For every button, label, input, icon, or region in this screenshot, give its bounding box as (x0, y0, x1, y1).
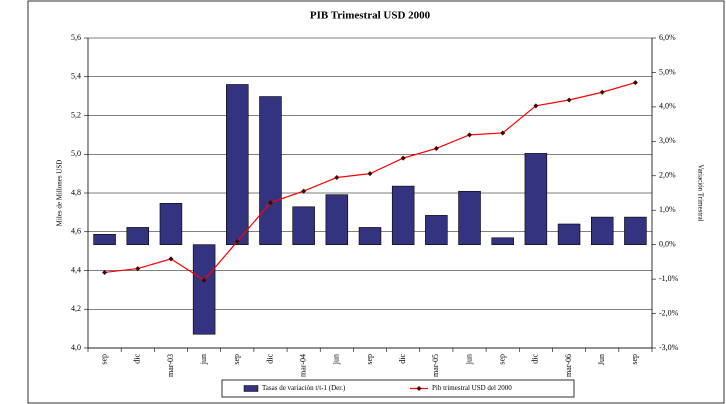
line-marker (433, 145, 439, 151)
y2-tick-label: 4,0% (659, 102, 676, 111)
line-marker (267, 200, 273, 206)
y-tick-label: 5,2 (71, 110, 81, 119)
y2-tick-label: 0,0% (659, 239, 676, 248)
bar (491, 237, 514, 245)
legend-box (221, 379, 575, 398)
x-tick-label: dic (398, 354, 407, 364)
bar (590, 216, 614, 245)
bar (325, 194, 349, 245)
bar (259, 96, 282, 245)
x-tick-label: jun (199, 354, 208, 365)
line (104, 81, 636, 281)
line-marker (599, 89, 605, 95)
y2-tick-label: -3,0% (659, 343, 679, 352)
line-marker (234, 238, 240, 244)
y-tick-label: 4,2 (71, 304, 81, 313)
x-tick-label: sep (498, 354, 507, 365)
y2-tick-label: 3,0% (659, 136, 676, 145)
line-marker (201, 277, 207, 283)
bar (425, 215, 448, 245)
x-tick-label: mar-03 (166, 354, 175, 377)
x-tick-label: dic (265, 354, 274, 364)
line-marker (632, 80, 638, 86)
x-tick-label: sep (630, 354, 639, 365)
line-marker (135, 266, 141, 272)
bar (358, 227, 382, 245)
legend-label: Pib trimestral USD del 2000 (432, 384, 512, 392)
y2-tick-label: 6,0% (659, 33, 676, 42)
bar (458, 190, 481, 245)
legend-marker (416, 386, 422, 391)
line-marker (367, 171, 373, 177)
chart-title: PIB Trimestral USD 2000 (310, 10, 431, 22)
bar (557, 223, 581, 245)
x-tick-label: sep (365, 354, 374, 365)
bar (524, 153, 548, 245)
y-tick-label: 4,0 (71, 343, 81, 352)
line-marker (301, 188, 307, 194)
y-tick-label: 4,4 (71, 265, 81, 274)
x-tick-label: jun (464, 354, 473, 365)
y-tick-label: 5,4 (71, 72, 81, 81)
x-tick-label: jun (332, 354, 341, 365)
y-tick-label: 5,0 (71, 149, 81, 158)
line-marker (500, 130, 506, 136)
bar (624, 216, 647, 245)
x-tick-label: mar-05 (431, 354, 440, 377)
bar (226, 84, 249, 245)
y2-tick-label: -1,0% (659, 274, 679, 283)
legend-swatch (243, 385, 259, 392)
bar (192, 244, 216, 335)
x-tick-label: mar-04 (298, 354, 307, 377)
line-marker (168, 256, 174, 262)
y-tick-label: 5,6 (71, 33, 81, 42)
y2-tick-label: 2,0% (659, 171, 676, 180)
line-marker (334, 175, 340, 180)
y2-tick-label: 5,0% (659, 67, 676, 76)
y-tick-label: 4,8 (71, 188, 81, 197)
bar (126, 227, 150, 245)
line-marker (467, 132, 473, 138)
y2-axis-label: Variación Trimestral (696, 164, 704, 221)
x-tick-label: Jun (597, 354, 606, 365)
y2-tick-label: 1,0% (659, 205, 676, 214)
y-tick-label: 4,6 (71, 227, 81, 236)
chart-frame (27, 0, 725, 404)
line-marker (566, 97, 572, 103)
bar (391, 185, 415, 245)
x-tick-label: mar-06 (564, 354, 573, 377)
line-marker (533, 103, 539, 109)
bar (93, 234, 116, 245)
y-axis-label: Miles de Millones USD (56, 160, 64, 227)
bar (292, 206, 315, 245)
legend-label: Tasas de variación t/t-1 (Der.) (262, 384, 346, 392)
line-marker (400, 155, 406, 161)
x-tick-label: sep (99, 354, 108, 365)
line-marker (102, 269, 108, 275)
x-tick-label: dic (531, 354, 540, 364)
bar (159, 203, 183, 245)
x-tick-label: dic (133, 354, 142, 364)
y2-tick-label: -2,0% (659, 308, 679, 317)
x-tick-label: sep (232, 354, 241, 365)
